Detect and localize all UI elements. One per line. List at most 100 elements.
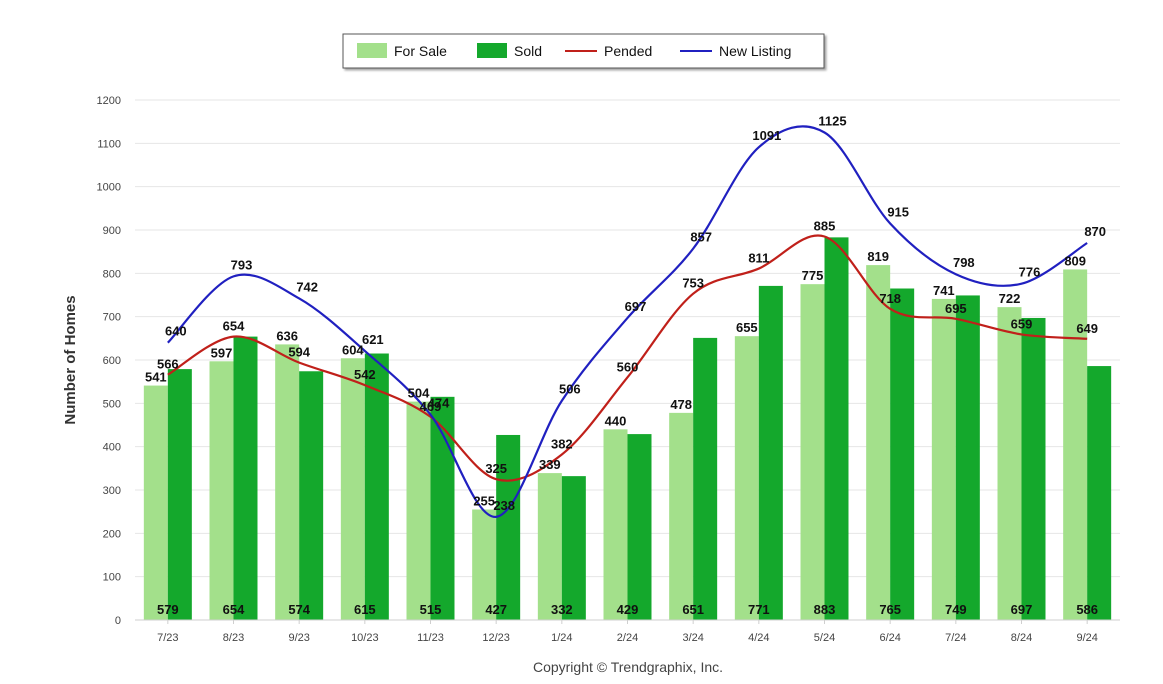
label-sold: 749: [945, 602, 967, 617]
label-new-listing: 915: [887, 205, 909, 220]
bar-sold: [299, 371, 324, 620]
x-tick-label: 9/24: [1076, 632, 1097, 644]
label-pended: 566: [157, 357, 179, 372]
bar-for-sale: [537, 473, 562, 620]
y-axis-label: Number of Homes: [62, 295, 79, 424]
bar-for-sale: [275, 344, 300, 620]
y-tick-label: 800: [103, 268, 121, 280]
y-tick-label: 300: [103, 485, 121, 497]
label-for-sale: 440: [605, 413, 627, 428]
label-for-sale: 597: [211, 345, 233, 360]
label-pended: 811: [748, 251, 769, 266]
bar-sold: [364, 353, 389, 620]
x-tick-label: 7/24: [945, 632, 966, 644]
label-sold: 697: [1011, 602, 1033, 617]
bar-for-sale: [209, 361, 234, 620]
label-new-listing: 1125: [818, 114, 846, 129]
label-for-sale: 636: [276, 328, 298, 343]
label-pended: 542: [354, 367, 376, 382]
x-tick-label: 2/24: [617, 632, 638, 644]
bar-sold: [824, 237, 849, 620]
label-pended: 654: [223, 319, 245, 334]
label-for-sale: 741: [933, 283, 955, 298]
legend-swatch-for-sale: [357, 43, 387, 58]
bar-sold: [758, 285, 783, 620]
label-for-sale: 604: [342, 342, 364, 357]
bar-for-sale: [406, 401, 431, 620]
bar-sold: [561, 476, 586, 620]
bar-sold: [693, 337, 718, 620]
label-pended: 659: [1011, 316, 1033, 331]
label-for-sale: 819: [867, 249, 889, 264]
label-pended: 718: [879, 291, 901, 306]
bar-for-sale: [1063, 269, 1088, 620]
label-sold: 574: [288, 602, 310, 617]
label-new-listing: 697: [625, 299, 647, 314]
label-sold: 883: [814, 602, 836, 617]
legend-label-sold: Sold: [514, 43, 542, 59]
label-sold: 515: [420, 602, 442, 617]
label-for-sale: 504: [408, 386, 430, 401]
label-sold: 615: [354, 602, 376, 617]
bar-layer: [143, 237, 1112, 620]
legend-label-for-sale: For Sale: [394, 43, 447, 59]
label-pended: 753: [682, 276, 704, 291]
x-tick-label: 3/24: [682, 632, 703, 644]
bar-for-sale: [143, 385, 168, 620]
bar-sold: [430, 396, 455, 620]
x-tick-label: 5/24: [814, 632, 835, 644]
x-tick-label: 11/23: [417, 632, 444, 644]
legend-label-new-listing: New Listing: [719, 43, 791, 59]
bar-for-sale: [931, 298, 956, 620]
label-sold: 332: [551, 602, 573, 617]
bar-for-sale: [669, 412, 694, 620]
label-new-listing: 857: [690, 230, 712, 245]
bar-sold: [890, 288, 915, 620]
label-for-sale: 541: [145, 370, 167, 385]
label-new-listing: 793: [231, 257, 253, 272]
legend: For Sale Sold Pended New Listing: [342, 33, 825, 69]
bar-for-sale: [997, 307, 1022, 620]
y-tick-label: 600: [103, 355, 121, 367]
label-new-listing: 506: [559, 382, 581, 397]
label-pended: 325: [485, 461, 507, 476]
label-new-listing: 474: [428, 396, 450, 411]
x-tick-label: 7/23: [157, 632, 178, 644]
label-pended: 695: [945, 301, 967, 316]
bar-sold: [167, 369, 192, 620]
label-new-listing: 640: [165, 324, 187, 339]
y-tick-label: 200: [103, 528, 121, 540]
bar-for-sale: [734, 336, 759, 620]
label-for-sale: 255: [473, 494, 495, 509]
label-new-listing: 621: [362, 332, 384, 347]
bar-for-sale: [800, 284, 825, 620]
x-tick-label: 8/24: [1011, 632, 1032, 644]
line-new-listing: [167, 125, 1088, 518]
y-tick-label: 1000: [97, 182, 121, 194]
x-tick-label: 4/24: [748, 632, 769, 644]
label-layer: 5415795666405976546547936365745947426046…: [145, 114, 1106, 618]
label-pended: 649: [1076, 321, 1098, 336]
line-layer: [167, 125, 1088, 518]
x-tick-label: 1/24: [551, 632, 572, 644]
copyright-text: Copyright © Trendgraphix, Inc.: [533, 659, 723, 675]
label-sold: 771: [748, 602, 770, 617]
y-tick-label: 900: [103, 225, 121, 237]
label-sold: 586: [1076, 602, 1098, 617]
bar-sold: [627, 434, 652, 620]
y-tick-label: 100: [103, 572, 121, 584]
y-tick-label: 500: [103, 398, 121, 410]
bar-for-sale: [866, 265, 891, 620]
bar-for-sale: [340, 358, 365, 620]
y-tick-label: 1200: [97, 95, 121, 107]
label-pended: 885: [814, 219, 836, 234]
y-tick-label: 0: [115, 615, 121, 627]
label-new-listing: 1091: [752, 128, 781, 143]
label-pended: 560: [617, 359, 639, 374]
x-tick-label: 10/23: [351, 632, 379, 644]
label-new-listing: 742: [296, 279, 318, 294]
label-for-sale: 478: [670, 397, 692, 412]
label-for-sale: 722: [999, 291, 1021, 306]
legend-label-pended: Pended: [604, 43, 652, 59]
